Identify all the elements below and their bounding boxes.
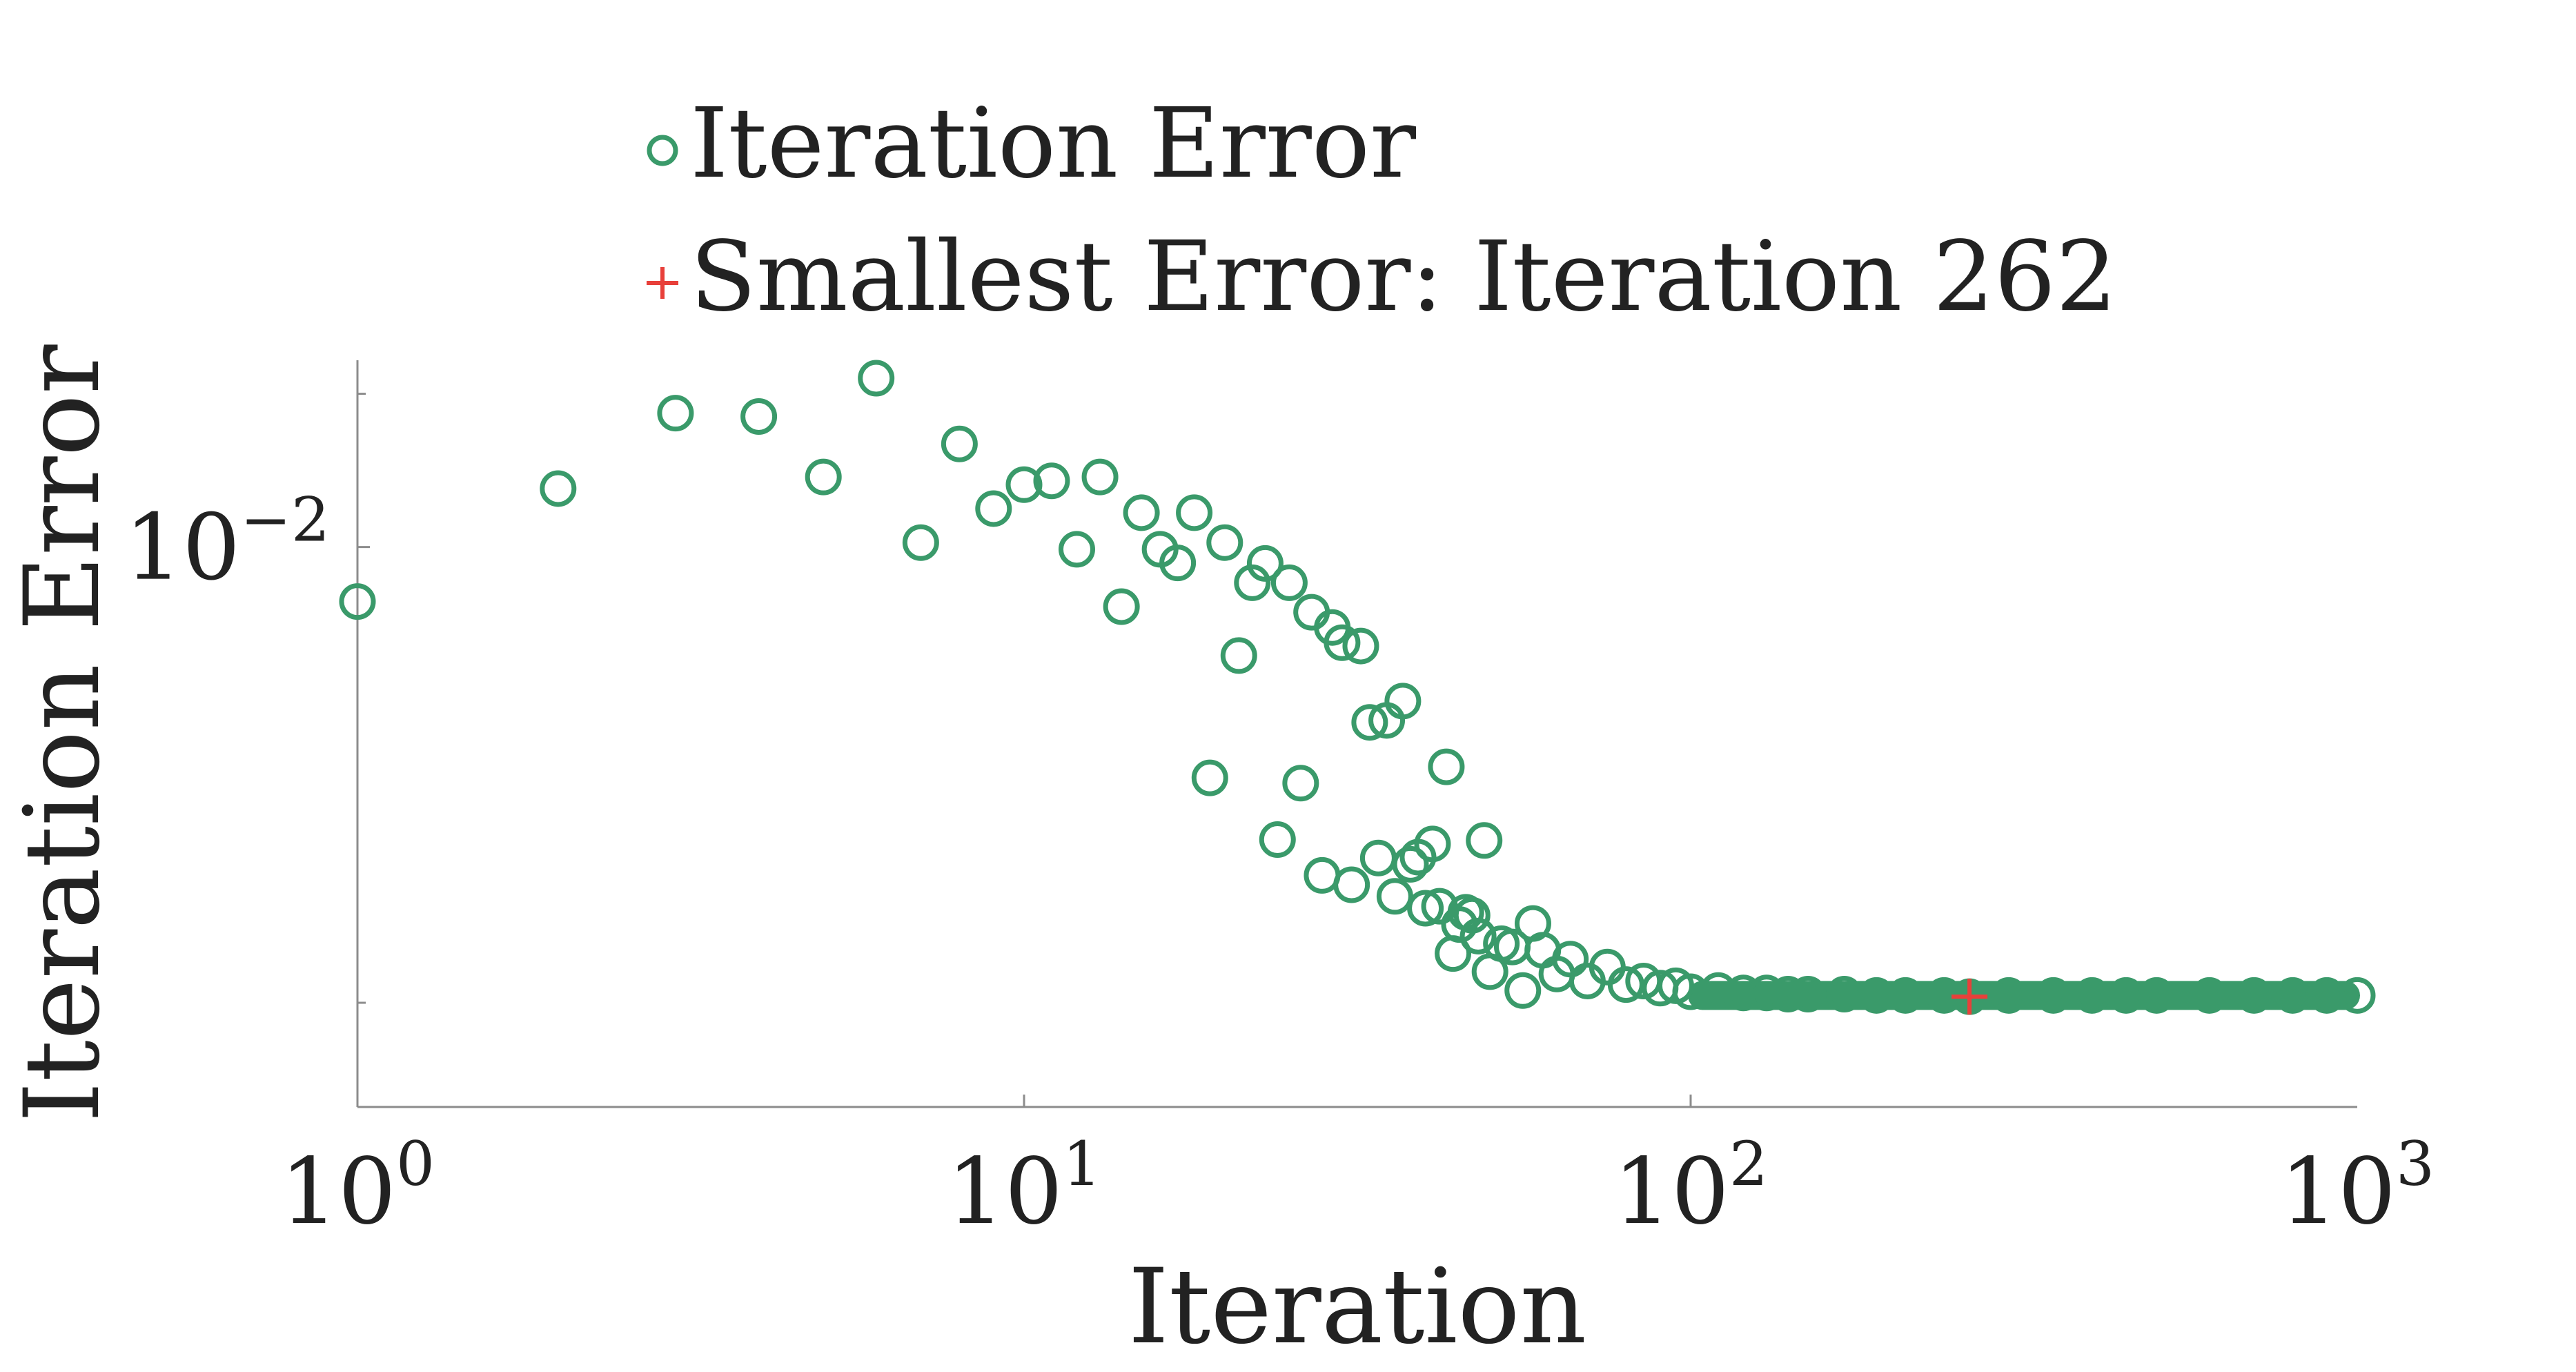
y-axis-label: Iteration Error: [3, 344, 123, 1122]
data-point: [339, 583, 376, 620]
data-point: [2035, 977, 2072, 1014]
data-point: [2191, 977, 2228, 1014]
data-point: [1504, 972, 1542, 1009]
legend-label-smallest-error: Smallest Error: Iteration 262: [690, 221, 2117, 333]
data-point: [1123, 494, 1160, 531]
data-point: [740, 398, 778, 435]
data-point: [1033, 462, 1070, 500]
data-point: [858, 360, 895, 397]
x-axis-label: Iteration: [1128, 1247, 1587, 1367]
data-point: [1058, 531, 1095, 568]
data-point: [975, 490, 1012, 527]
data-point: [1466, 822, 1503, 859]
data-point: [1421, 888, 1458, 925]
legend-label-iteration-error: Iteration Error: [690, 88, 1416, 200]
x-tick-label: 101: [947, 1128, 1101, 1245]
data-point: [941, 425, 978, 462]
data-point: [1270, 564, 1308, 601]
legend-plus-marker-icon: [647, 267, 678, 299]
data-point: [2138, 977, 2175, 1014]
data-point: [1206, 524, 1243, 561]
data-point: [1176, 494, 1213, 531]
y-ticks: 10−2: [124, 393, 370, 1004]
axes: [356, 360, 2357, 1108]
data-point: [1392, 845, 1429, 883]
smallest-error-marker: [1951, 979, 1988, 1015]
data-point: [1887, 977, 1924, 1014]
data-point: [1159, 545, 1197, 582]
data-point: [1351, 704, 1388, 741]
data-point: [1304, 856, 1341, 894]
data-point: [2235, 977, 2272, 1014]
x-ticks: 100 101 102 103: [280, 1095, 2435, 1245]
data-point: [1428, 748, 1465, 785]
data-point: [1459, 917, 1497, 954]
x-tick-label: 100: [280, 1128, 435, 1245]
data-point: [1234, 564, 1271, 601]
data-point: [1384, 683, 1422, 720]
data-point: [657, 395, 694, 432]
data-point: [1700, 972, 1737, 1009]
data-point: [1103, 588, 1140, 625]
data-point: [1376, 878, 1413, 915]
data-point: [1453, 896, 1491, 934]
data-point: [902, 524, 939, 561]
x-tick-label: 103: [2280, 1128, 2435, 1245]
y-tick-label: 10−2: [124, 484, 330, 601]
data-point: [1607, 966, 1644, 1003]
data-point: [1324, 624, 1361, 661]
data-point: [1081, 458, 1119, 496]
plot-marks: [339, 360, 2376, 1015]
data-point: [1333, 866, 1370, 903]
data-point: [1858, 977, 1895, 1014]
data-point: [1789, 976, 1827, 1013]
data-point: [1407, 890, 1444, 927]
data-point: [540, 470, 577, 507]
data-point: [1191, 759, 1228, 796]
legend-entry-smallest-error: Smallest Error: Iteration 262: [647, 221, 2117, 333]
data-point: [2339, 977, 2376, 1014]
legend-entry-iteration-error: Iteration Error: [647, 88, 1416, 200]
data-point: [1259, 821, 1296, 859]
data-point: [805, 458, 842, 496]
data-point: [1282, 765, 1319, 802]
data-point: [1769, 976, 1807, 1013]
data-point: [1414, 825, 1451, 863]
data-point: [1748, 974, 1785, 1012]
data-point: [1724, 974, 1762, 1012]
data-point: [1342, 627, 1379, 665]
legend: Iteration Error Smallest Error: Iteratio…: [647, 88, 2117, 333]
legend-circle-marker-icon: [647, 135, 678, 166]
data-point: [1359, 839, 1397, 876]
data-point: [1672, 973, 1709, 1010]
data-point: [1990, 977, 2027, 1014]
data-point: [1220, 637, 1257, 674]
data-point: [1246, 545, 1284, 582]
x-tick-label: 102: [1613, 1128, 1768, 1245]
data-point: [1005, 466, 1043, 503]
